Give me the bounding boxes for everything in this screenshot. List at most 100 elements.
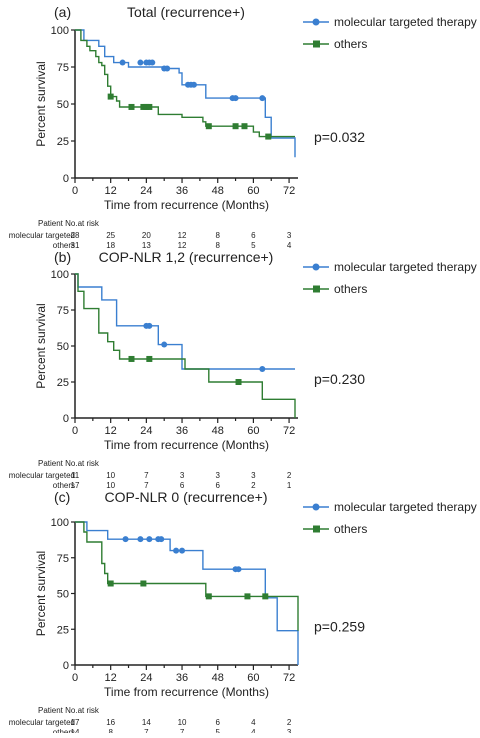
- x-tick-label: 72: [283, 185, 295, 197]
- p-value: p=0.032: [314, 129, 365, 145]
- censor-mark-molecular: [161, 341, 168, 348]
- risk-count: 3: [251, 471, 256, 480]
- risk-count: 18: [106, 241, 115, 250]
- x-tick-label: 60: [247, 185, 259, 197]
- censor-mark-molecular: [164, 65, 171, 72]
- risk-table-header: Patient No.at risk: [38, 706, 100, 715]
- x-tick-label: 24: [140, 672, 152, 684]
- risk-count: 17: [71, 718, 80, 727]
- risk-count: 25: [106, 231, 115, 240]
- censor-mark-others: [241, 123, 248, 130]
- risk-count: 2: [251, 481, 256, 490]
- censor-mark-molecular: [259, 366, 266, 373]
- x-tick-label: 0: [72, 425, 78, 437]
- risk-count: 4: [251, 728, 256, 733]
- y-tick-label: 0: [63, 173, 69, 185]
- risk-count: 10: [178, 718, 187, 727]
- y-tick-label: 75: [57, 62, 69, 74]
- legend-label-others: others: [334, 37, 367, 51]
- x-tick-label: 72: [283, 425, 295, 437]
- x-tick-label: 60: [247, 425, 259, 437]
- y-tick-label: 75: [57, 553, 69, 565]
- series-line-molecular: [75, 521, 299, 665]
- censor-mark-others: [205, 123, 212, 130]
- legend-marker-molecular: [312, 263, 320, 271]
- risk-count: 28: [71, 231, 80, 240]
- x-axis-label: Time from recurrence (Months): [104, 685, 269, 699]
- x-tick-label: 72: [283, 672, 295, 684]
- censor-mark-molecular: [259, 95, 266, 102]
- y-tick-label: 100: [51, 25, 69, 37]
- censor-mark-others: [128, 355, 135, 362]
- x-axis-label: Time from recurrence (Months): [104, 198, 269, 212]
- p-value: p=0.230: [314, 371, 365, 387]
- legend-marker-others: [313, 285, 320, 293]
- legend-marker-molecular: [312, 503, 320, 511]
- censor-mark-molecular: [122, 536, 129, 543]
- x-tick-label: 36: [176, 672, 188, 684]
- risk-count: 20: [142, 231, 151, 240]
- x-tick-label: 12: [105, 672, 117, 684]
- risk-row-label: others: [53, 481, 75, 490]
- risk-count: 3: [215, 471, 220, 480]
- censor-mark-others: [140, 580, 147, 587]
- y-tick-label: 75: [57, 305, 69, 317]
- risk-row-label: others: [53, 241, 75, 250]
- risk-count: 11: [71, 471, 80, 480]
- y-tick-label: 25: [57, 136, 69, 148]
- risk-count: 4: [251, 718, 256, 727]
- risk-count: 1: [287, 481, 292, 490]
- risk-count: 17: [71, 481, 80, 490]
- censor-mark-others: [205, 593, 212, 600]
- y-axis-label: Percent survival: [34, 61, 48, 146]
- censor-mark-others: [146, 103, 153, 110]
- y-tick-label: 50: [57, 589, 69, 601]
- risk-count: 14: [71, 728, 80, 733]
- legend-label-molecular: molecular targeted therapy: [334, 260, 477, 274]
- risk-count: 3: [287, 231, 292, 240]
- censor-mark-others: [265, 133, 272, 140]
- risk-row-label: molecular targeted: [9, 231, 75, 240]
- risk-count: 3: [287, 728, 292, 733]
- y-tick-label: 100: [51, 269, 69, 281]
- x-tick-label: 48: [212, 185, 224, 197]
- risk-table-header: Patient No.at risk: [38, 459, 100, 468]
- censor-mark-molecular: [235, 566, 242, 573]
- x-tick-label: 24: [140, 425, 152, 437]
- y-axis-label: Percent survival: [34, 551, 48, 636]
- series-line-others: [75, 273, 296, 418]
- risk-count: 10: [106, 481, 115, 490]
- censor-mark-molecular: [146, 322, 153, 329]
- censor-mark-others: [107, 580, 114, 587]
- x-tick-label: 0: [72, 672, 78, 684]
- series-line-others: [75, 29, 295, 138]
- series-line-molecular: [75, 273, 295, 370]
- chart-title: Total (recurrence+): [127, 4, 245, 20]
- risk-count: 6: [215, 481, 220, 490]
- chart-title: COP-NLR 1,2 (recurrence+): [99, 249, 274, 265]
- censor-mark-others: [262, 593, 269, 600]
- risk-count: 5: [215, 728, 220, 733]
- censor-mark-others: [146, 355, 153, 362]
- censor-mark-molecular: [119, 59, 126, 66]
- censor-mark-molecular: [158, 536, 165, 543]
- risk-count: 3: [180, 471, 185, 480]
- y-tick-label: 50: [57, 341, 69, 353]
- x-tick-label: 48: [212, 425, 224, 437]
- risk-count: 12: [178, 231, 187, 240]
- panel-label: (b): [54, 249, 71, 265]
- risk-count: 7: [144, 471, 149, 480]
- y-tick-label: 25: [57, 377, 69, 389]
- risk-count: 5: [251, 241, 256, 250]
- panel-label: (c): [54, 489, 70, 505]
- risk-count: 8: [108, 728, 113, 733]
- x-tick-label: 0: [72, 185, 78, 197]
- censor-mark-molecular: [190, 81, 197, 88]
- legend-label-molecular: molecular targeted therapy: [334, 15, 477, 29]
- risk-count: 7: [180, 728, 185, 733]
- risk-count: 10: [106, 471, 115, 480]
- risk-count: 6: [251, 231, 256, 240]
